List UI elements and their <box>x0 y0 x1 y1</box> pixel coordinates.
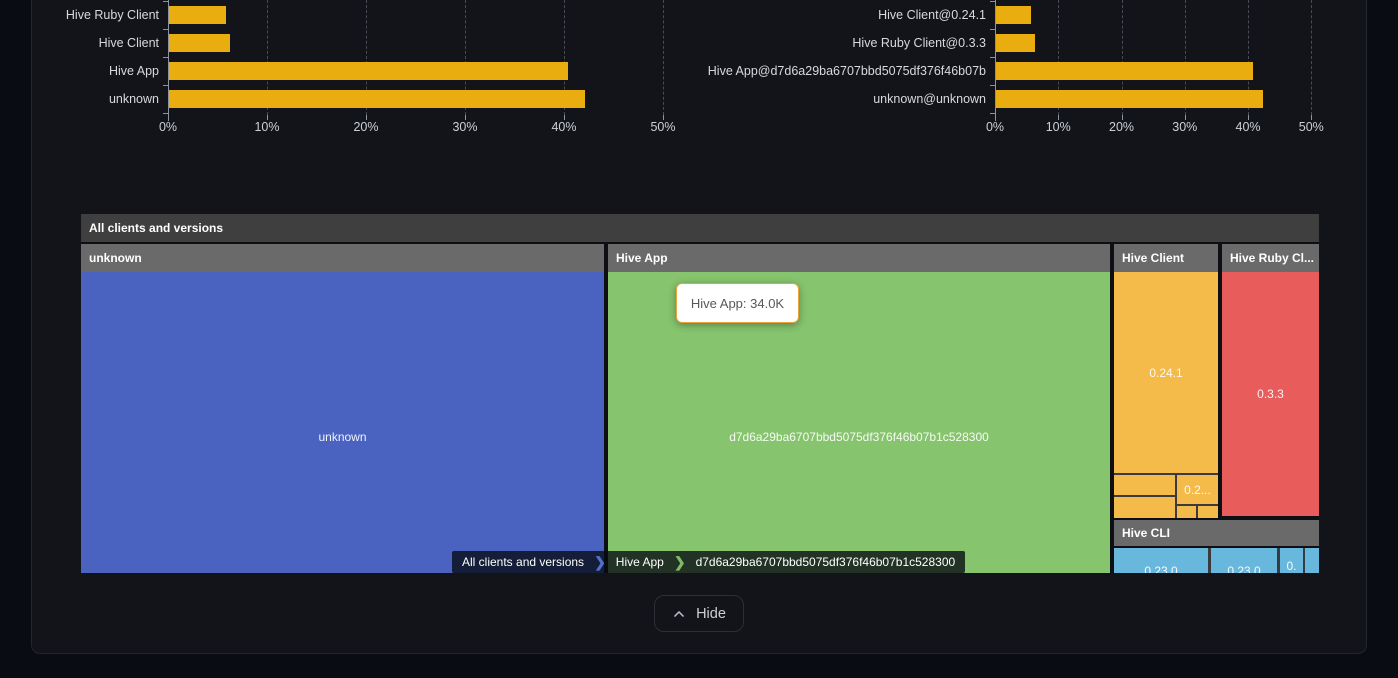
category-label: Hive Client@0.24.1 <box>878 8 986 22</box>
hide-button-label: Hide <box>696 605 726 622</box>
x-gridline <box>1311 0 1313 115</box>
treemap-cell-0-2-[interactable]: 0.2... <box>1177 475 1218 504</box>
bar-hive-app-d7d6a29ba6707bbd5075df376f46b07b[interactable] <box>996 62 1254 80</box>
bar-unknown-unknown[interactable] <box>996 90 1263 108</box>
x-tick-label: 40% <box>1235 120 1261 134</box>
x-axis-tick <box>1311 115 1313 120</box>
y-axis-category-tick <box>163 29 168 30</box>
x-gridline <box>267 0 268 115</box>
treemap-cell-unknown[interactable]: unknown <box>81 272 604 573</box>
x-tick-label: 10% <box>1045 120 1071 134</box>
treemap-breadcrumb: All clients and versions ❯ Hive App ❯ d7d6a2… <box>452 551 966 573</box>
category-label: unknown@unknown <box>873 92 986 106</box>
x-axis-tick <box>366 115 367 120</box>
bar-hive-client-0-24-1[interactable] <box>996 6 1031 24</box>
x-tick-label: 30% <box>1172 120 1198 134</box>
category-label: Hive App <box>108 64 159 78</box>
y-axis-category-tick <box>163 113 168 114</box>
y-axis-line <box>995 0 996 121</box>
x-tick-label: 20% <box>1109 120 1135 134</box>
x-gridline <box>1184 0 1186 115</box>
x-tick-label: 10% <box>254 120 280 134</box>
x-gridline <box>1058 0 1060 115</box>
y-axis-category-tick <box>163 85 168 86</box>
x-gridline <box>465 0 466 115</box>
bar-chart-client-versions: 0% 10% 20% 30% 40% 50% Hive Client@0.24.1 Hive … <box>700 0 1364 145</box>
hide-button[interactable]: Hide <box>654 595 744 632</box>
x-tick-label: 0% <box>985 120 1005 134</box>
treemap-cell[interactable] <box>1305 548 1319 573</box>
x-axis-tick <box>1058 115 1060 120</box>
breadcrumb-item[interactable]: d7d6a29ba6707bbd5075df376f46b07b1c528300 <box>695 555 956 569</box>
treemap-cell[interactable] <box>1114 497 1175 518</box>
bar-hive-ruby-client[interactable] <box>169 6 227 24</box>
y-axis-category-tick <box>990 113 995 114</box>
x-axis-tick <box>465 115 466 120</box>
bar-chart-clients: 0% 10% 20% 30% 40% 50% Hive Ruby Client Hive Cl… <box>40 0 700 145</box>
y-axis-line <box>168 0 169 121</box>
treemap-cell-0-23-0[interactable]: 0.23.0 <box>1114 548 1208 573</box>
breadcrumb-item[interactable]: Hive App <box>615 555 664 569</box>
x-tick-label: 50% <box>650 120 676 134</box>
treemap-cell-0-23-0[interactable]: 0.23.0 <box>1211 548 1277 573</box>
x-gridline <box>1248 0 1250 115</box>
treemap-header-unknown[interactable]: unknown <box>81 244 604 272</box>
x-axis-tick <box>1184 115 1186 120</box>
treemap-cell[interactable] <box>1198 506 1218 518</box>
breadcrumb-chevron-icon: ❯ <box>594 554 606 570</box>
x-gridline <box>663 0 664 115</box>
y-axis-category-tick <box>990 57 995 58</box>
category-label: Hive Ruby Client <box>65 8 159 22</box>
treemap-cell-0-[interactable]: 0. <box>1280 548 1303 573</box>
treemap-cell[interactable] <box>1114 475 1175 495</box>
x-axis-tick <box>564 115 565 120</box>
treemap-header-hive-client[interactable]: Hive Client <box>1114 244 1218 272</box>
treemap-all-clients-and-versions: All clients and versions unknown Hive App H… <box>81 214 1319 573</box>
treemap-header-all-clients-and-versions[interactable]: All clients and versions <box>81 214 1319 242</box>
hide-button-row: Hide <box>0 595 1398 632</box>
category-label: Hive App@d7d6a29ba6707bbd5075df376f46b07… <box>707 64 986 78</box>
treemap-cell-0-3-3[interactable]: 0.3.3 <box>1222 272 1319 516</box>
y-axis-category-tick <box>163 1 168 2</box>
category-label: Hive Client <box>98 36 159 50</box>
bar-hive-client[interactable] <box>169 34 231 52</box>
x-tick-label: 40% <box>551 120 577 134</box>
y-axis-category-tick <box>990 85 995 86</box>
chevron-up-icon <box>674 610 684 617</box>
x-gridline <box>564 0 565 115</box>
y-axis-category-tick <box>990 29 995 30</box>
bar-hive-app[interactable] <box>169 62 568 80</box>
y-axis-category-tick <box>163 57 168 58</box>
tooltip-text: Hive App: 34.0K <box>690 295 785 311</box>
treemap-header-hive-app[interactable]: Hive App <box>608 244 1110 272</box>
treemap-cell-0-24-1[interactable]: 0.24.1 <box>1114 272 1218 473</box>
x-gridline <box>1121 0 1123 115</box>
bar-hive-ruby-client-0-3-3[interactable] <box>996 34 1036 52</box>
x-tick-label: 50% <box>1298 120 1324 134</box>
x-tick-label: 20% <box>353 120 379 134</box>
treemap-tooltip: Hive App: 34.0K <box>676 283 799 323</box>
x-axis-tick <box>267 115 268 120</box>
x-axis-tick <box>663 115 664 120</box>
treemap-header-hive-cli[interactable]: Hive CLI <box>1114 520 1319 546</box>
x-axis-tick <box>1248 115 1250 120</box>
treemap-header-hive-ruby-cl-[interactable]: Hive Ruby Cl... <box>1222 244 1319 272</box>
x-gridline <box>366 0 367 115</box>
category-label: unknown <box>108 92 159 106</box>
treemap-cell[interactable] <box>1177 506 1196 518</box>
y-axis-category-tick <box>990 1 995 2</box>
breadcrumb-chevron-icon: ❯ <box>673 554 686 570</box>
x-axis-tick <box>1121 115 1123 120</box>
x-tick-label: 30% <box>452 120 478 134</box>
breadcrumb-item[interactable]: All clients and versions <box>462 555 585 569</box>
x-tick-label: 0% <box>158 120 178 134</box>
bar-unknown[interactable] <box>169 90 585 108</box>
category-label: Hive Ruby Client@0.3.3 <box>852 36 986 50</box>
